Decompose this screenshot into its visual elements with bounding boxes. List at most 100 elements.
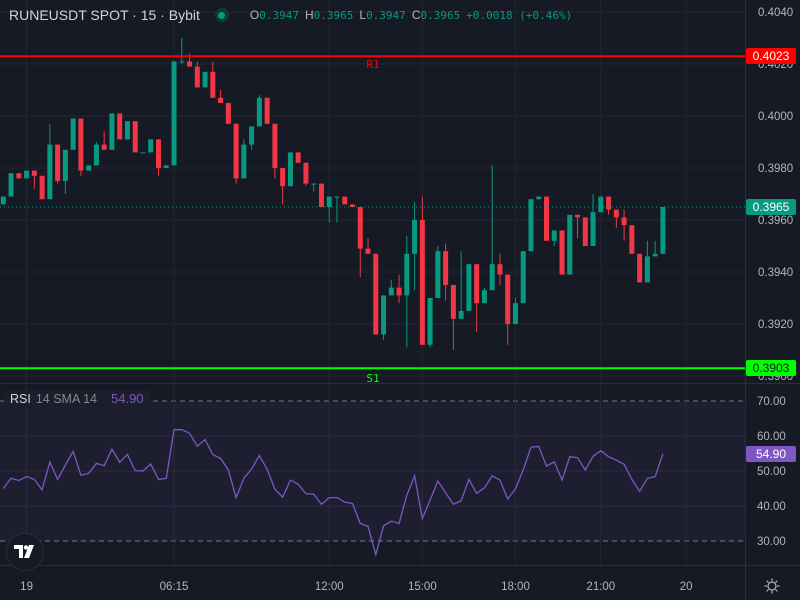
candle-body: [303, 162, 309, 184]
candle: [62, 149, 68, 194]
candle: [194, 61, 200, 88]
candle: [280, 168, 286, 205]
time-tick-label: 20: [680, 581, 693, 593]
candle-body: [644, 256, 650, 283]
candle: [70, 118, 76, 150]
candle-body: [590, 212, 596, 246]
candle: [109, 113, 115, 150]
candle-body: [652, 253, 658, 257]
candle: [590, 194, 596, 246]
candle: [381, 295, 387, 340]
candle-body: [140, 152, 146, 154]
candle-body: [156, 139, 161, 168]
candle: [78, 118, 84, 176]
candle-body: [163, 165, 169, 168]
candle-body: [287, 152, 293, 187]
rsi-name: RSI: [10, 391, 31, 406]
candle-body: [606, 196, 612, 210]
candle-body: [210, 71, 216, 98]
candle-body: [101, 144, 107, 150]
candle-body: [171, 61, 177, 166]
last-price-tag: 0.3965: [746, 199, 796, 215]
candle: [225, 103, 231, 124]
open-label: O: [249, 8, 260, 22]
candle-body: [326, 196, 332, 207]
candle: [171, 61, 177, 166]
candle: [412, 201, 418, 291]
time-tick-label: 06:15: [160, 581, 189, 593]
candle: [644, 240, 650, 283]
candle: [357, 207, 363, 278]
candle-body: [404, 253, 410, 296]
market-open-dot-icon: [214, 8, 229, 22]
candle-body: [62, 149, 68, 181]
candle: [218, 90, 224, 103]
candle-body: [295, 152, 301, 163]
candle: [163, 165, 169, 168]
candle: [210, 61, 216, 98]
candle-body: [551, 230, 557, 241]
candle: [24, 170, 30, 179]
candle: [404, 235, 410, 348]
candle-body: [334, 196, 340, 198]
candle-body: [373, 253, 379, 335]
symbol-title[interactable]: RUNEUSDT SPOT · 15 · Bybit: [9, 7, 200, 23]
candle: [295, 152, 301, 163]
candle: [575, 214, 581, 239]
rsi-params: 14 SMA 14: [35, 391, 97, 406]
candle: [652, 240, 658, 257]
candle-body: [396, 287, 402, 296]
close-value: 0.3965: [420, 8, 461, 22]
candle-body: [474, 264, 480, 304]
candle-body: [311, 183, 317, 185]
candle: [450, 285, 456, 350]
candle: [621, 209, 627, 241]
candle-body: [179, 61, 185, 63]
candle-body: [388, 287, 394, 296]
high-label: H: [304, 8, 314, 22]
candle: [342, 196, 348, 205]
candle: [512, 298, 518, 324]
legend-header: RUNEUSDT SPOT · 15 · Bybit O 0.3947 H 0.39…: [9, 6, 572, 24]
candle: [419, 196, 425, 345]
candle-body: [24, 170, 30, 179]
candle: [582, 217, 588, 246]
candle-body: [342, 196, 348, 205]
candle: [536, 196, 542, 200]
candle-body: [55, 144, 61, 181]
candle: [435, 246, 441, 298]
candle-body: [575, 214, 581, 218]
candle: [140, 152, 146, 154]
time-tick-label: 18:00: [501, 581, 530, 593]
candle-body: [272, 123, 278, 168]
candle: [443, 243, 449, 301]
candle-body: [427, 298, 433, 345]
candle-body: [0, 196, 6, 205]
rsi-tick-label: 70.00: [757, 396, 786, 408]
candle: [489, 165, 495, 291]
candle-body: [613, 209, 619, 218]
candle: [202, 71, 208, 88]
candle-body: [124, 121, 130, 140]
candle-body: [194, 66, 200, 88]
candle: [249, 126, 255, 150]
r1-level-label: R1: [366, 58, 379, 71]
candle-body: [435, 251, 441, 298]
rsi-line: [2, 429, 664, 558]
candle-body: [350, 204, 355, 207]
candle: [132, 121, 138, 153]
rsi-legend[interactable]: RSI 14 SMA 14 54.90: [4, 390, 150, 407]
candle-body: [264, 97, 270, 124]
gear-icon[interactable]: [764, 578, 780, 594]
candle-body: [86, 165, 92, 171]
low-value: 0.3947: [366, 8, 406, 22]
tradingview-logo[interactable]: [6, 533, 44, 571]
candle-body: [78, 118, 84, 171]
rsi-band-fill: [0, 401, 745, 541]
change-value: +0.0018 (+0.46%): [466, 8, 573, 22]
candle: [233, 123, 239, 184]
candle-body: [559, 230, 565, 275]
candle-body: [47, 144, 53, 200]
